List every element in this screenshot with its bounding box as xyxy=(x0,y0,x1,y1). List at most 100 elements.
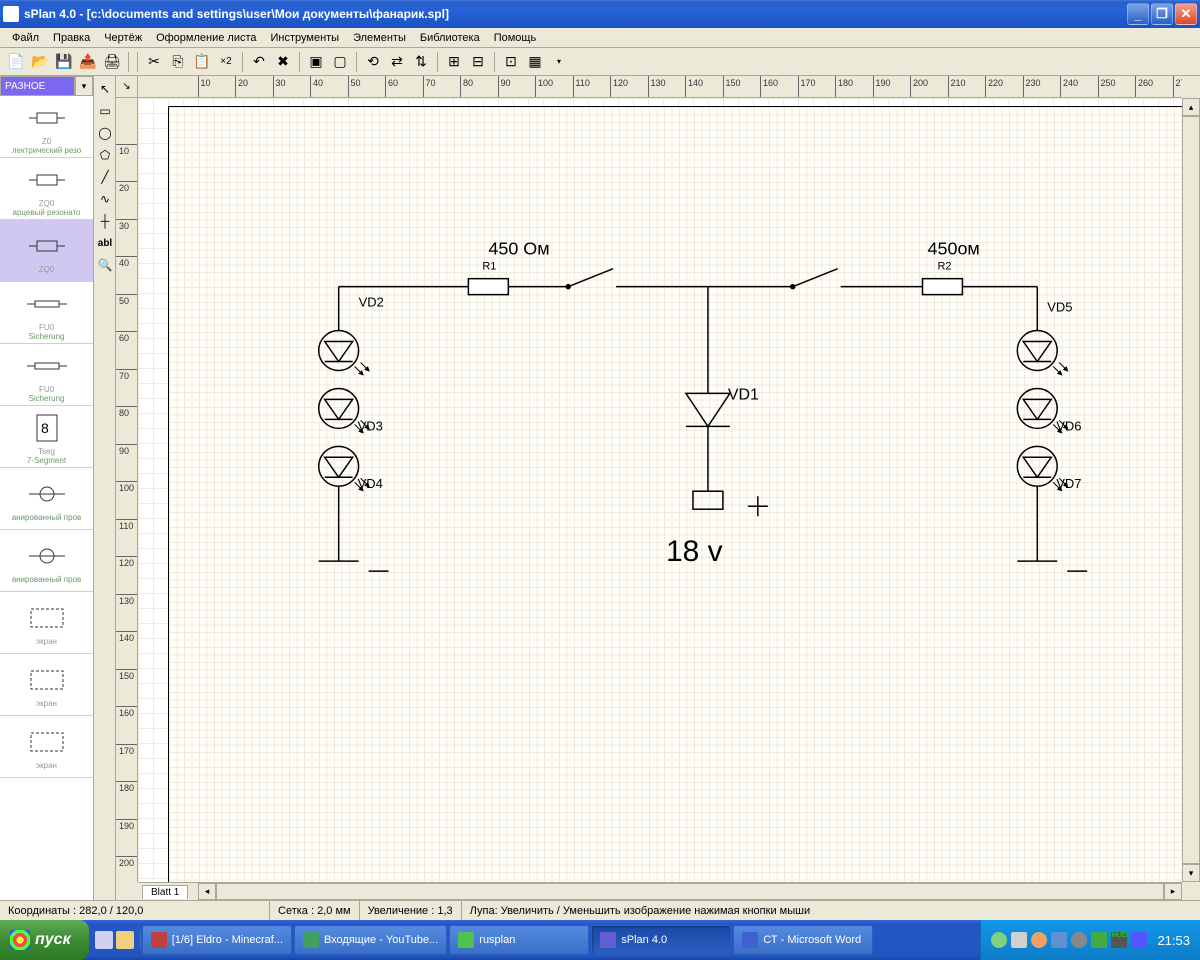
ruler-corner: ↘ xyxy=(116,76,138,98)
palette-item[interactable]: ZQ0арцевый резонато xyxy=(0,158,93,220)
tray-icon[interactable] xyxy=(1071,932,1087,948)
save-button[interactable]: 💾 xyxy=(53,51,75,73)
scroll-right-button[interactable]: ▸ xyxy=(1164,883,1182,900)
sheet-tab-1[interactable]: Blatt 1 xyxy=(142,885,188,899)
svg-text:8: 8 xyxy=(41,420,49,436)
vd1-label: VD1 xyxy=(728,386,759,403)
new-button[interactable]: 📄 xyxy=(5,51,27,73)
voltage-label: 18 v xyxy=(666,535,723,568)
palette-item[interactable]: экран xyxy=(0,716,93,778)
ungroup-button[interactable]: ⊟ xyxy=(467,51,489,73)
menu-элементы[interactable]: Элементы xyxy=(346,30,413,46)
tray-icon[interactable]: HUD xyxy=(1111,932,1127,948)
ql-icon[interactable] xyxy=(116,931,134,949)
scroll-down-button[interactable]: ▾ xyxy=(1182,864,1200,882)
print-button[interactable]: 🖨 xyxy=(101,51,123,73)
zoom-tool[interactable]: 🔍 xyxy=(95,255,115,275)
taskbar-item[interactable]: rusplan xyxy=(449,925,589,955)
scroll-up-button[interactable]: ▴ xyxy=(1182,98,1200,116)
clock[interactable]: 21:53 xyxy=(1157,933,1190,948)
taskbar-item[interactable]: [1/6] Eldro - Minecraf... xyxy=(142,925,292,955)
palette-item[interactable]: ZQ0 xyxy=(0,220,93,282)
node-tool[interactable]: ┼ xyxy=(95,211,115,231)
grid-label: Сетка : xyxy=(278,905,314,917)
polygon-tool[interactable]: ⬠ xyxy=(95,145,115,165)
quick-launch xyxy=(89,931,141,949)
delete-button[interactable]: ✖ xyxy=(272,51,294,73)
menu-оформление листа[interactable]: Оформление листа xyxy=(149,30,263,46)
toback-button[interactable]: ▢ xyxy=(329,51,351,73)
tray-icon[interactable] xyxy=(1051,932,1067,948)
menu-инструменты[interactable]: Инструменты xyxy=(264,30,347,46)
text-tool[interactable]: abl xyxy=(95,233,115,253)
paste-button[interactable]: 📋 xyxy=(191,51,213,73)
rotate-button[interactable]: ⟲ xyxy=(362,51,384,73)
menu-библиотека[interactable]: Библиотека xyxy=(413,30,487,46)
window-title: sPlan 4.0 - [c:\documents and settings\u… xyxy=(24,7,1127,21)
vd5-label: VD5 xyxy=(1047,300,1072,315)
rect-tool[interactable]: ▭ xyxy=(95,101,115,121)
grid-dd-button[interactable]: ▾ xyxy=(548,51,570,73)
palette-item[interactable]: FU0Sicherung xyxy=(0,344,93,406)
app-icon xyxy=(3,6,19,22)
tray-icon[interactable] xyxy=(1131,932,1147,948)
menu-правка[interactable]: Правка xyxy=(46,30,97,46)
tray-icon[interactable] xyxy=(1091,932,1107,948)
palette-item[interactable]: анированный пров xyxy=(0,530,93,592)
palette-item[interactable]: экран xyxy=(0,592,93,654)
svg-text:VD7: VD7 xyxy=(1056,476,1081,491)
start-button[interactable]: пуск xyxy=(0,920,89,960)
tray-icon[interactable] xyxy=(991,932,1007,948)
open-button[interactable]: 📂 xyxy=(29,51,51,73)
taskbar-item[interactable]: Входящие - YouTube... xyxy=(294,925,447,955)
r1-name: R1 xyxy=(482,261,496,273)
palette-item[interactable]: экран xyxy=(0,654,93,716)
palette-item[interactable]: Z0лектрический резо xyxy=(0,96,93,158)
taskbar-item[interactable]: СТ - Microsoft Word xyxy=(733,925,873,955)
palette-item[interactable]: 8Tseg7-Segment xyxy=(0,406,93,468)
palette-category-combo[interactable]: РАЗНОЕ xyxy=(0,76,75,96)
hint-text: Увеличить / Уменьшить изображение нажима… xyxy=(501,905,810,917)
copy-button[interactable]: ⎘ xyxy=(167,51,189,73)
flipv-button[interactable]: ⇅ xyxy=(410,51,432,73)
menu-файл[interactable]: Файл xyxy=(5,30,46,46)
drawing-canvas[interactable]: VD3VD4 VD6VD7 450 Ом xyxy=(138,98,1182,882)
horizontal-ruler: 1020304050607080901001101201301401501601… xyxy=(138,76,1182,98)
ql-icon[interactable] xyxy=(95,931,113,949)
tofront-button[interactable]: ▣ xyxy=(305,51,327,73)
palette-menu-button[interactable]: ▾ xyxy=(75,76,93,96)
palette-item[interactable]: анированный пров xyxy=(0,468,93,530)
vertical-scrollbar[interactable]: ▴ ▾ xyxy=(1182,98,1200,882)
circle-tool[interactable]: ◯ xyxy=(95,123,115,143)
title-bar: sPlan 4.0 - [c:\documents and settings\u… xyxy=(0,0,1200,28)
curve-tool[interactable]: ∿ xyxy=(95,189,115,209)
maximize-button[interactable]: ❐ xyxy=(1151,3,1173,25)
hint-label: Лупа: xyxy=(470,905,498,917)
fliph-button[interactable]: ⇄ xyxy=(386,51,408,73)
tray-icon[interactable] xyxy=(1011,932,1027,948)
cut-button[interactable]: ✂ xyxy=(143,51,165,73)
r2-value: 450ом xyxy=(927,239,979,259)
duplicate-button[interactable]: ×2 xyxy=(215,51,237,73)
scroll-left-button[interactable]: ◂ xyxy=(198,883,216,900)
r1-value: 450 Ом xyxy=(488,239,549,259)
menu-bar: ФайлПравкаЧертёжОформление листаИнструме… xyxy=(0,28,1200,48)
export-button[interactable]: 📤 xyxy=(77,51,99,73)
horizontal-scrollbar[interactable]: ◂ ▸ xyxy=(198,882,1182,900)
tray-icon[interactable] xyxy=(1031,932,1047,948)
vertical-ruler: 1020304050607080901001101201301401501601… xyxy=(116,98,138,882)
menu-чертёж[interactable]: Чертёж xyxy=(97,30,149,46)
palette-item[interactable]: FU0Sicherung xyxy=(0,282,93,344)
undo-button[interactable]: ↶ xyxy=(248,51,270,73)
tool-strip: ↖ ▭ ◯ ⬠ ╱ ∿ ┼ abl 🔍 xyxy=(94,76,116,900)
minimize-button[interactable]: _ xyxy=(1127,3,1149,25)
line-tool[interactable]: ╱ xyxy=(95,167,115,187)
group-button[interactable]: ⊞ xyxy=(443,51,465,73)
paper-sheet: VD3VD4 VD6VD7 450 Ом xyxy=(168,106,1182,882)
snap-button[interactable]: ⊡ xyxy=(500,51,522,73)
close-button[interactable]: ✕ xyxy=(1175,3,1197,25)
pointer-tool[interactable]: ↖ xyxy=(95,79,115,99)
grid-button[interactable]: ▦ xyxy=(524,51,546,73)
menu-помощь[interactable]: Помощь xyxy=(487,30,544,46)
taskbar-item[interactable]: sPlan 4.0 xyxy=(591,925,731,955)
